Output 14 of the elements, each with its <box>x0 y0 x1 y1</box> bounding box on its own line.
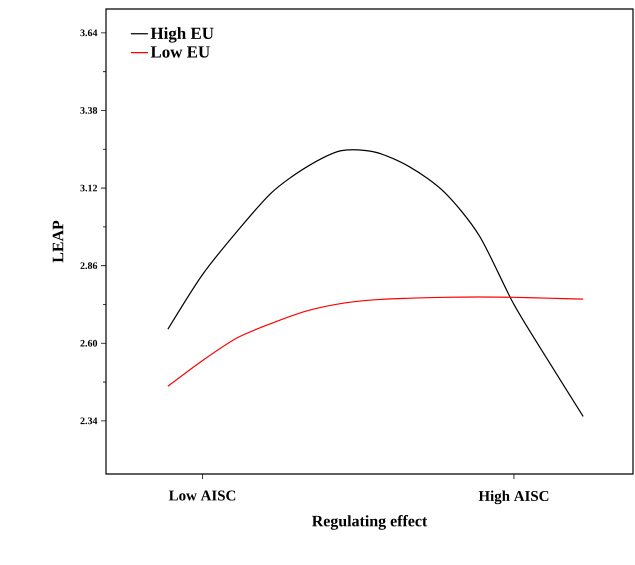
y-tick-label: 2.86 <box>80 262 98 270</box>
y-tick-label: 3.64 <box>80 30 98 36</box>
y-tick-label: 3.12 <box>80 184 98 192</box>
y-axis-title: LEAP <box>52 220 64 262</box>
x-tick-label: High AISC <box>478 490 548 504</box>
y-tick-label: 2.60 <box>80 340 98 347</box>
line-series <box>167 296 584 387</box>
x-axis-title: Regulating effect <box>312 515 428 530</box>
y-tick-label: 3.38 <box>80 107 98 114</box>
legend-label: Low EU <box>150 46 210 58</box>
line-series <box>167 149 584 417</box>
legend-label: High EU <box>150 27 214 43</box>
y-tick-label: 2.34 <box>80 418 98 424</box>
x-tick-label: Low AISC <box>168 490 236 501</box>
